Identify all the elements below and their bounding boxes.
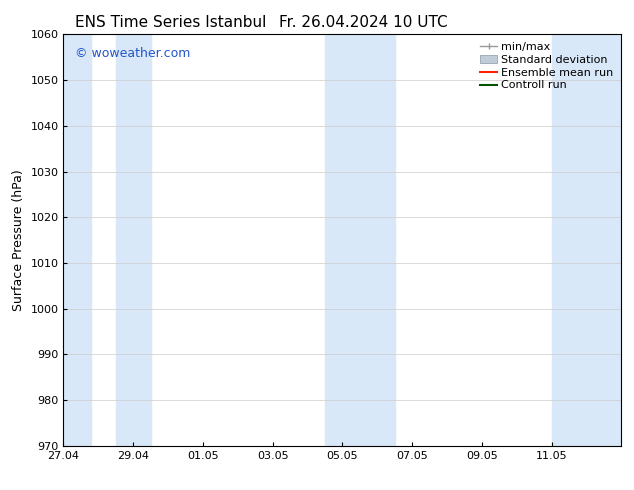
Bar [115, 34, 150, 446]
Bar [63, 34, 91, 446]
Text: ENS Time Series Istanbul: ENS Time Series Istanbul [75, 15, 266, 30]
Legend: min/max, Standard deviation, Ensemble mean run, Controll run: min/max, Standard deviation, Ensemble me… [478, 40, 616, 93]
Text: Fr. 26.04.2024 10 UTC: Fr. 26.04.2024 10 UTC [279, 15, 448, 30]
Bar [325, 34, 394, 446]
Y-axis label: Surface Pressure (hPa): Surface Pressure (hPa) [12, 169, 25, 311]
Text: © woweather.com: © woweather.com [75, 47, 190, 60]
Bar [552, 34, 621, 446]
